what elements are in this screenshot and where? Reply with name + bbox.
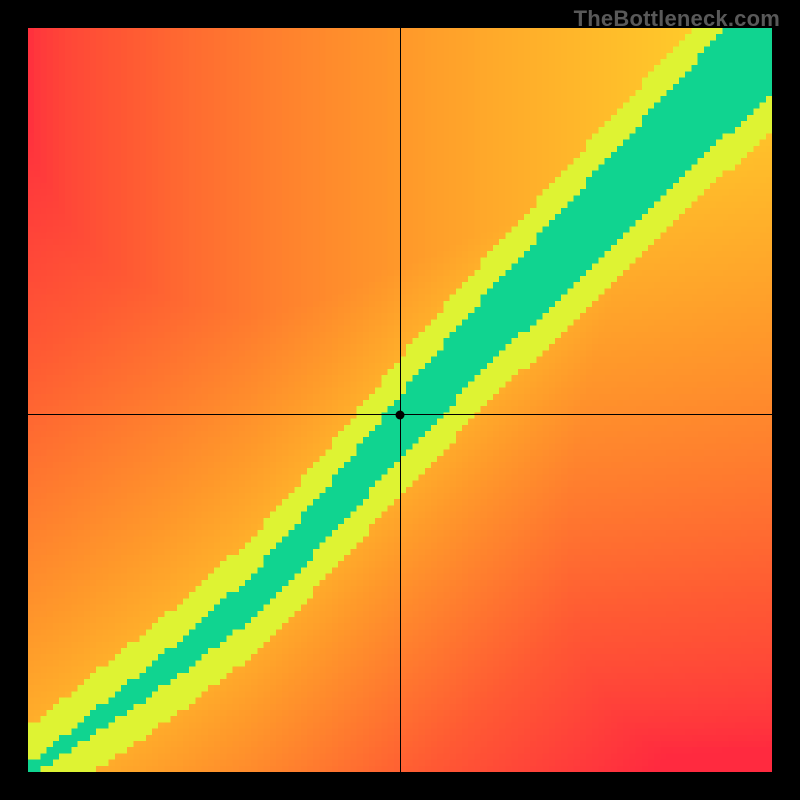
crosshair-vertical bbox=[400, 28, 401, 772]
chart-container: { "watermark": { "text": "TheBottleneck.… bbox=[0, 0, 800, 800]
crosshair-center-dot bbox=[396, 410, 405, 419]
watermark-text: TheBottleneck.com bbox=[574, 6, 780, 32]
